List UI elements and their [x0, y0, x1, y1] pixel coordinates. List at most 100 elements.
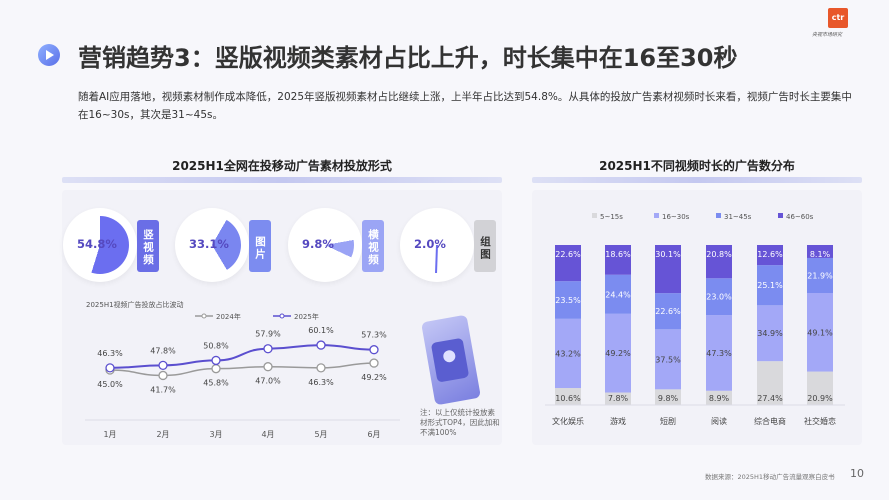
ctr-logo: ctr	[828, 8, 848, 28]
format-donut: 33.1%	[172, 205, 252, 285]
x-tick-label: 1月	[103, 430, 116, 439]
legend-label: 16~30s	[662, 213, 690, 221]
series-line-2025年	[109, 344, 375, 369]
bar-label: 20.8%	[706, 250, 732, 259]
x-tick-label: 5月	[314, 430, 327, 439]
data-label: 57.3%	[361, 331, 387, 340]
legend-label: 2024年	[216, 312, 241, 321]
category-label: 文化娱乐	[552, 416, 584, 426]
bar-segment	[757, 361, 783, 405]
legend-swatch	[654, 213, 659, 218]
format-percent: 2.0%	[414, 237, 446, 251]
bar-segment	[757, 245, 783, 266]
data-point	[369, 345, 379, 355]
format-label: 组图	[474, 220, 496, 272]
bar-segment	[757, 265, 783, 306]
data-label: 60.1%	[308, 326, 334, 335]
x-tick-label: 4月	[261, 430, 274, 439]
bar-label: 10.6%	[555, 394, 581, 403]
bar-segment	[555, 245, 581, 282]
bar-label: 43.2%	[555, 349, 581, 358]
bar-segment	[655, 389, 681, 405]
format-donut: 54.8%	[63, 208, 137, 282]
data-point	[105, 363, 115, 373]
series-line-2024年	[109, 362, 375, 377]
data-label: 41.7%	[150, 385, 176, 394]
bar-segment	[605, 245, 631, 275]
bar-label: 18.6%	[605, 250, 631, 259]
format-percent: 9.8%	[302, 237, 334, 251]
data-point	[263, 362, 273, 372]
x-tick-label: 6月	[367, 430, 380, 439]
bar-label: 25.1%	[757, 281, 783, 290]
category-label: 游戏	[610, 416, 626, 426]
format-percent: 33.1%	[189, 237, 229, 251]
x-tick-label: 3月	[209, 430, 222, 439]
bar-label: 23.0%	[706, 293, 732, 302]
bar-segment	[555, 318, 581, 389]
x-tick-label: 2月	[156, 430, 169, 439]
format-label: 图片	[249, 220, 271, 272]
legend-label: 5~15s	[600, 213, 623, 221]
category-label: 短剧	[660, 416, 676, 426]
data-label: 45.8%	[203, 379, 229, 388]
bar-label: 23.5%	[555, 296, 581, 305]
data-label: 45.0%	[97, 380, 123, 389]
legend-marker	[201, 313, 207, 319]
category-label: 阅读	[711, 416, 727, 426]
play-circle-icon	[38, 44, 60, 66]
legend-label: 31~45s	[724, 213, 752, 221]
line-chart-title: 2025H1视频广告投放占比波动	[86, 300, 184, 309]
bar-segment	[706, 245, 732, 279]
legend-label: 46~60s	[786, 213, 814, 221]
legend-swatch	[778, 213, 783, 218]
bar-label: 37.5%	[655, 355, 681, 364]
data-point	[158, 360, 168, 371]
bar-segment	[605, 392, 631, 405]
bar-segment	[807, 257, 833, 293]
format-slice	[71, 216, 129, 274]
left-panel-title: 2025H1全网在投移动广告素材投放形式	[172, 159, 392, 173]
data-label: 49.2%	[361, 373, 387, 382]
data-label: 46.3%	[97, 349, 123, 358]
bar-label: 47.3%	[706, 349, 732, 358]
category-label: 社交婚恋	[804, 416, 836, 426]
bar-segment	[555, 388, 581, 405]
divider	[532, 177, 862, 183]
data-point	[316, 340, 326, 350]
data-point	[211, 364, 221, 374]
category-label: 综合电商	[754, 416, 786, 426]
data-point	[211, 355, 221, 366]
bar-label: 49.1%	[807, 328, 833, 337]
bar-segment	[655, 329, 681, 390]
bar-segment	[706, 278, 732, 316]
data-label: 47.0%	[255, 377, 281, 386]
data-label: 47.8%	[150, 346, 176, 355]
note: 注：以上仅统计投放素材形式TOP4，因此加和不满100%	[420, 408, 500, 437]
bar-segment	[807, 371, 833, 405]
logo-subtitle: 央视市场研究	[812, 32, 843, 38]
data-point	[263, 344, 273, 354]
format-label: 横视频	[362, 220, 384, 272]
format-donut: 2.0%	[400, 208, 474, 282]
bar-label: 49.2%	[605, 349, 631, 358]
format-percent: 54.8%	[77, 237, 117, 251]
format-donut: 9.8%	[288, 208, 362, 282]
bar-segment	[655, 293, 681, 330]
bar-label: 8.1%	[810, 250, 831, 259]
bar-segment	[807, 293, 833, 372]
data-label: 46.3%	[308, 378, 334, 387]
bar-label: 34.9%	[757, 329, 783, 338]
data-point	[158, 370, 168, 381]
right-panel-title: 2025H1不同视频时长的广告数分布	[599, 159, 795, 173]
bar-label: 9.8%	[658, 394, 679, 403]
data-label: 50.8%	[203, 341, 229, 350]
legend-swatch	[592, 213, 597, 218]
data-point	[316, 363, 326, 373]
page-title: 营销趋势3：竖版视频类素材占比上升，时长集中在16至30秒	[78, 44, 738, 72]
legend-marker	[279, 313, 285, 319]
bar-segment	[706, 315, 732, 391]
bar-segment	[655, 245, 681, 294]
bar-segment	[706, 390, 732, 405]
